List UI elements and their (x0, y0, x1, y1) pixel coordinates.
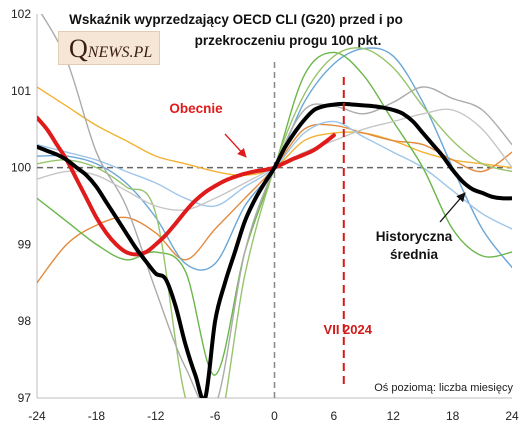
axis-note: Oś poziomą: liczba miesięcy (374, 382, 513, 394)
series-layer (37, 14, 512, 398)
historyczna-arrow (439, 192, 466, 223)
x-tick-label: -12 (147, 409, 165, 423)
axes: 97 98 99 100 101 102 -24 -18 -12 -6 0 6 12 18 24 (11, 7, 519, 423)
y-tick-label: 101 (11, 84, 31, 98)
x-tick-label: 0 (271, 409, 278, 423)
x-tick-label: 18 (446, 409, 460, 423)
y-tick-label: 100 (11, 161, 31, 175)
x-tick-label: -18 (88, 409, 106, 423)
obecnie-arrow (224, 133, 247, 158)
x-tick-label: -24 (28, 409, 46, 423)
qnews-logo: QNEWS.PL (58, 31, 160, 65)
current-line (37, 115, 336, 257)
y-tick-label: 102 (11, 7, 31, 21)
episode-line-7 (40, 14, 512, 398)
y-tick-label: 97 (18, 391, 32, 405)
obecnie-label: Obecnie (169, 101, 223, 116)
x-tick-label: -6 (210, 409, 221, 423)
x-tick-label: 24 (505, 409, 519, 423)
y-tick-label: 98 (18, 314, 32, 328)
episode-line-6 (37, 47, 512, 398)
historyczna-label-line-1: Historyczna (376, 229, 453, 244)
historical-average-line (37, 101, 512, 398)
y-tick-label: 99 (18, 237, 32, 251)
chart-title-line-1: Wskaźnik wyprzedzający OECD CLI (G20) pr… (69, 12, 403, 27)
x-tick-label: 6 (331, 409, 338, 423)
annotations: VII 2024 Oś poziomą: liczba miesięcy Obecn… (169, 77, 513, 394)
vii-2024-label: VII 2024 (324, 322, 373, 337)
historyczna-label-line-2: średnia (390, 247, 439, 262)
chart-title: Wskaźnik wyprzedzający OECD CLI (G20) pr… (69, 12, 403, 48)
x-tick-label: 12 (387, 409, 401, 423)
chart-title-line-2: przekroczeniu progu 100 pkt. (195, 33, 382, 48)
